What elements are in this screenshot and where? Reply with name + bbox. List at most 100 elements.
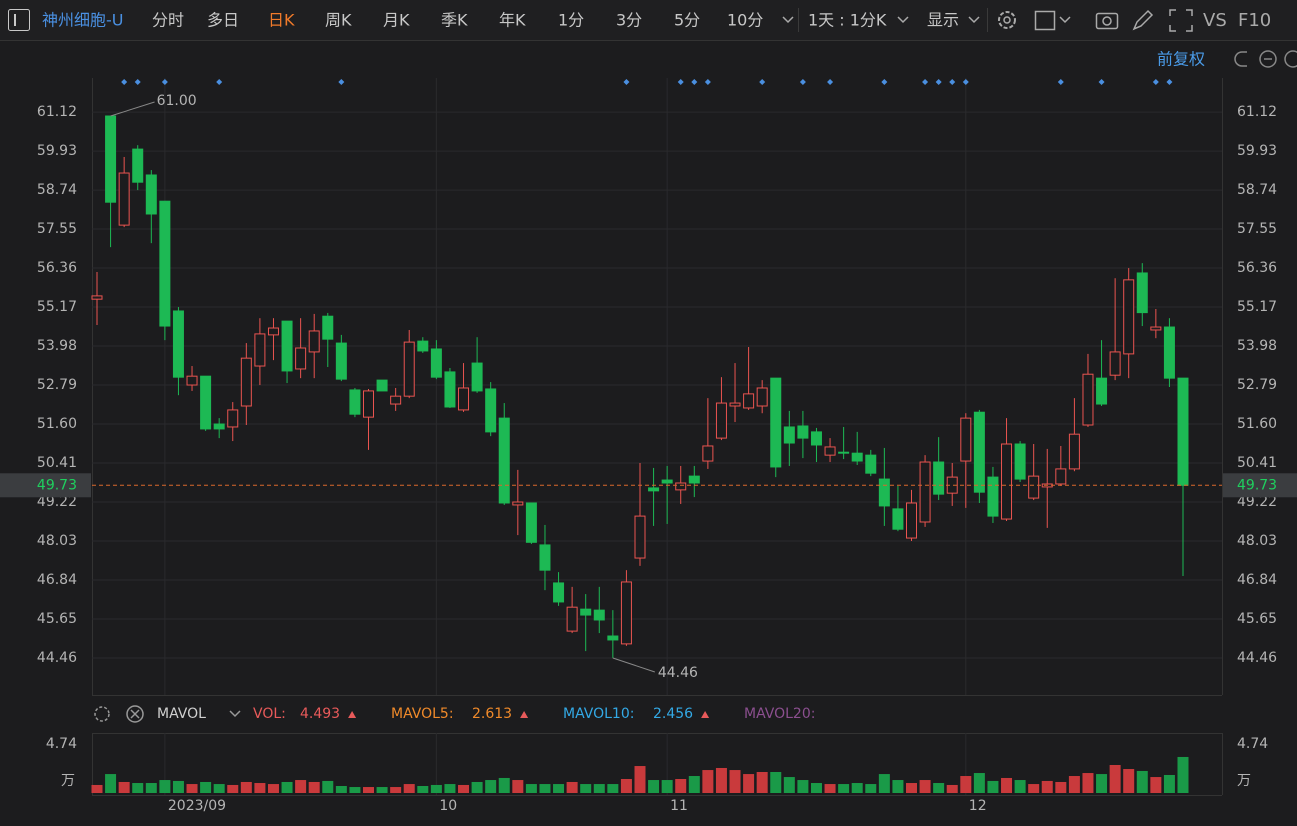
candle-body	[810, 431, 822, 446]
zoom-in-icon[interactable]	[1284, 50, 1297, 68]
chevron[interactable]	[1059, 16, 1071, 24]
event-marker[interactable]	[1098, 79, 1105, 85]
event-marker[interactable]	[1057, 79, 1064, 85]
period-select[interactable]: 1天 : 1分K	[808, 11, 887, 30]
candle-body	[1136, 272, 1148, 314]
candle-body	[824, 446, 836, 456]
volume-bar	[403, 784, 415, 793]
draw-icon[interactable]	[1132, 9, 1154, 31]
candle-body	[159, 200, 171, 327]
menu-icon[interactable]	[8, 9, 30, 31]
display-menu[interactable]: 显示	[927, 11, 959, 30]
period-tab[interactable]: 日K	[268, 11, 295, 30]
volume-bar	[593, 784, 605, 793]
y-tick-label-right: 52.79	[1237, 377, 1277, 393]
f10-button[interactable]: F10	[1238, 10, 1271, 31]
event-marker[interactable]	[962, 79, 969, 85]
volume-bar	[539, 784, 551, 793]
indicator-name[interactable]: MAVOL	[157, 706, 206, 722]
candle-body	[390, 395, 402, 405]
high-connector	[110, 101, 155, 117]
event-marker[interactable]	[1152, 79, 1159, 85]
candle-body	[756, 387, 768, 407]
high-label: 61.00	[157, 93, 197, 109]
volume-bar	[458, 784, 470, 793]
candle-body	[715, 402, 727, 439]
period-tab[interactable]: 5分	[674, 11, 700, 30]
y-tick-label-right: 44.46	[1237, 650, 1277, 666]
event-marker[interactable]	[216, 79, 223, 85]
chevron[interactable]	[782, 16, 794, 24]
undo-icon[interactable]	[1234, 51, 1247, 67]
event-marker[interactable]	[704, 79, 711, 85]
period-tab[interactable]: 分时	[152, 11, 184, 30]
period-tab[interactable]: 月K	[383, 11, 410, 30]
event-marker[interactable]	[1166, 79, 1173, 85]
period-tab[interactable]: 3分	[616, 11, 642, 30]
candle-body	[878, 478, 890, 507]
last-price-box-right	[1223, 473, 1297, 498]
event-marker[interactable]	[922, 79, 929, 85]
event-marker[interactable]	[759, 79, 766, 85]
camera-icon[interactable]	[1095, 12, 1119, 30]
event-marker[interactable]	[949, 79, 956, 85]
event-marker[interactable]	[935, 79, 942, 85]
volume-bar	[240, 781, 252, 793]
event-marker[interactable]	[161, 79, 168, 85]
volume-bar	[715, 767, 727, 793]
indicator-close[interactable]	[126, 705, 144, 723]
period-tab[interactable]: 10分	[727, 11, 763, 30]
indicator-settings[interactable]	[94, 706, 110, 722]
event-marker[interactable]	[677, 79, 684, 85]
period-tab[interactable]: 周K	[325, 11, 352, 30]
legend-trend-up	[348, 711, 357, 718]
volume-bar	[1055, 781, 1067, 793]
candle-body	[335, 342, 347, 380]
period-tab[interactable]: 多日	[207, 11, 239, 30]
event-marker[interactable]	[121, 79, 128, 85]
volume-bar	[200, 781, 212, 793]
chevron[interactable]	[968, 16, 980, 24]
volume-bar	[1163, 774, 1175, 793]
adjust-mode[interactable]: 前复权	[1157, 50, 1205, 69]
event-marker[interactable]	[799, 79, 806, 85]
y-tick-label: 58.74	[37, 182, 77, 198]
event-marker[interactable]	[827, 79, 834, 85]
chevron[interactable]	[229, 710, 241, 718]
candle-body	[919, 461, 931, 523]
period-tab[interactable]: 年K	[499, 11, 526, 30]
candle-body	[403, 341, 415, 397]
zoom-out-icon[interactable]	[1259, 50, 1277, 68]
candle-body	[281, 320, 293, 372]
layout-icon[interactable]	[1034, 10, 1056, 31]
legend-value: 2.456	[653, 706, 693, 722]
period-tab[interactable]: 1分	[558, 11, 584, 30]
fullscreen-icon[interactable]	[1169, 9, 1193, 32]
candle-body	[322, 315, 334, 340]
legend-name: MAVOL10:	[563, 706, 634, 722]
volume-bar	[648, 780, 660, 793]
period-tab[interactable]: 季K	[441, 11, 468, 30]
event-marker[interactable]	[338, 79, 345, 85]
volume-bar	[987, 780, 999, 793]
candle-body	[661, 479, 673, 484]
volume-bar	[756, 772, 768, 793]
candle-body	[933, 461, 945, 495]
chevron[interactable]	[897, 16, 909, 24]
candle-body	[620, 581, 632, 645]
candle-body	[702, 445, 714, 462]
vs-button[interactable]: VS	[1203, 10, 1227, 31]
volume-bar	[172, 780, 184, 793]
stock-name[interactable]: 神州细胞-U	[42, 11, 124, 30]
volume-bar	[498, 777, 510, 793]
event-marker[interactable]	[881, 79, 888, 85]
volume-bar	[1001, 777, 1013, 793]
volume-bar	[1028, 784, 1040, 793]
toolbar	[0, 0, 1297, 40]
settings-icon[interactable]	[998, 11, 1016, 29]
event-marker[interactable]	[623, 79, 630, 85]
volume-bar	[335, 786, 347, 793]
event-marker[interactable]	[134, 79, 141, 85]
event-marker[interactable]	[691, 79, 698, 85]
